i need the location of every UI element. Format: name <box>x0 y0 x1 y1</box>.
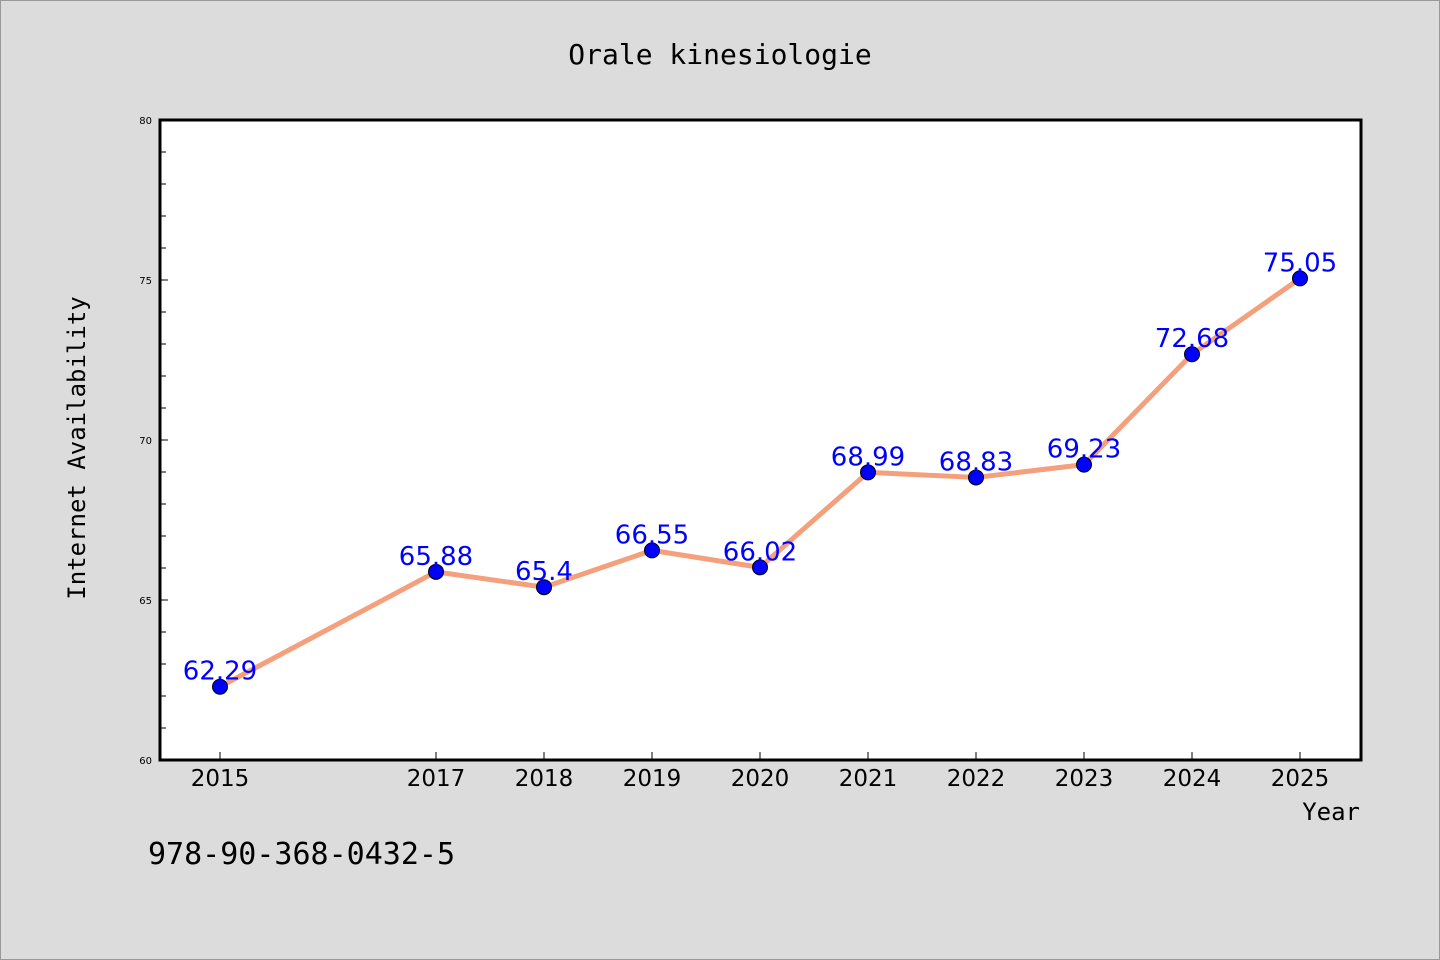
x-tick-label: 2025 <box>1271 766 1330 792</box>
data-label: 65.4 <box>515 557 573 587</box>
data-point <box>1184 346 1200 363</box>
series-line <box>218 276 1302 689</box>
data-label: 62.29 <box>183 657 257 687</box>
y-tick-label: 60 <box>139 756 152 767</box>
data-point <box>1292 270 1308 287</box>
y-tick-label: 70 <box>139 436 152 447</box>
data-label: 69.23 <box>1047 435 1121 465</box>
data-label: 66.02 <box>723 537 797 567</box>
data-point <box>536 579 552 596</box>
data-point <box>752 559 768 576</box>
x-tick-label: 2020 <box>731 766 790 792</box>
data-label: 68.99 <box>831 442 905 472</box>
data-label: 68.83 <box>939 447 1013 477</box>
y-axis-title: Internet Availability <box>63 296 91 599</box>
data-point <box>860 464 876 481</box>
data-label: 72.68 <box>1155 324 1229 354</box>
data-point <box>1076 456 1092 473</box>
data-point <box>968 469 984 486</box>
data-point <box>212 678 228 695</box>
x-tick-label: 2018 <box>515 766 574 792</box>
x-tick-label: 2024 <box>1163 766 1222 792</box>
data-label: 66.55 <box>615 520 689 550</box>
y-tick-label: 65 <box>139 596 152 607</box>
x-axis-ticks: 2015 2017 2018 2019 2020 2021 2022 2023 2024 2025 <box>191 752 1330 792</box>
plot-area <box>158 118 1363 762</box>
data-point <box>428 563 444 580</box>
x-tick-label: 2021 <box>839 766 898 792</box>
x-tick-label: 2023 <box>1055 766 1114 792</box>
y-tick-label: 75 <box>139 276 152 287</box>
data-label: 65.88 <box>399 542 473 572</box>
series-layer: 62.29 65.88 65.4 66.55 66.02 68.99 68.83 69.23 7… <box>183 248 1337 695</box>
data-point <box>644 542 660 559</box>
y-axis-ticks: 60 65 70 75 80 <box>139 116 168 767</box>
x-axis-title: Year <box>1302 798 1360 826</box>
x-tick-label: 2022 <box>947 766 1006 792</box>
y-tick-label: 80 <box>139 116 152 127</box>
x-tick-label: 2019 <box>623 766 682 792</box>
isbn-text: 978-90-368-0432-5 <box>148 837 455 872</box>
data-label: 75.05 <box>1263 248 1337 278</box>
chart-title: Orale kinesiologie <box>568 38 871 71</box>
x-tick-label: 2015 <box>191 766 250 792</box>
x-tick-label: 2017 <box>407 766 466 792</box>
